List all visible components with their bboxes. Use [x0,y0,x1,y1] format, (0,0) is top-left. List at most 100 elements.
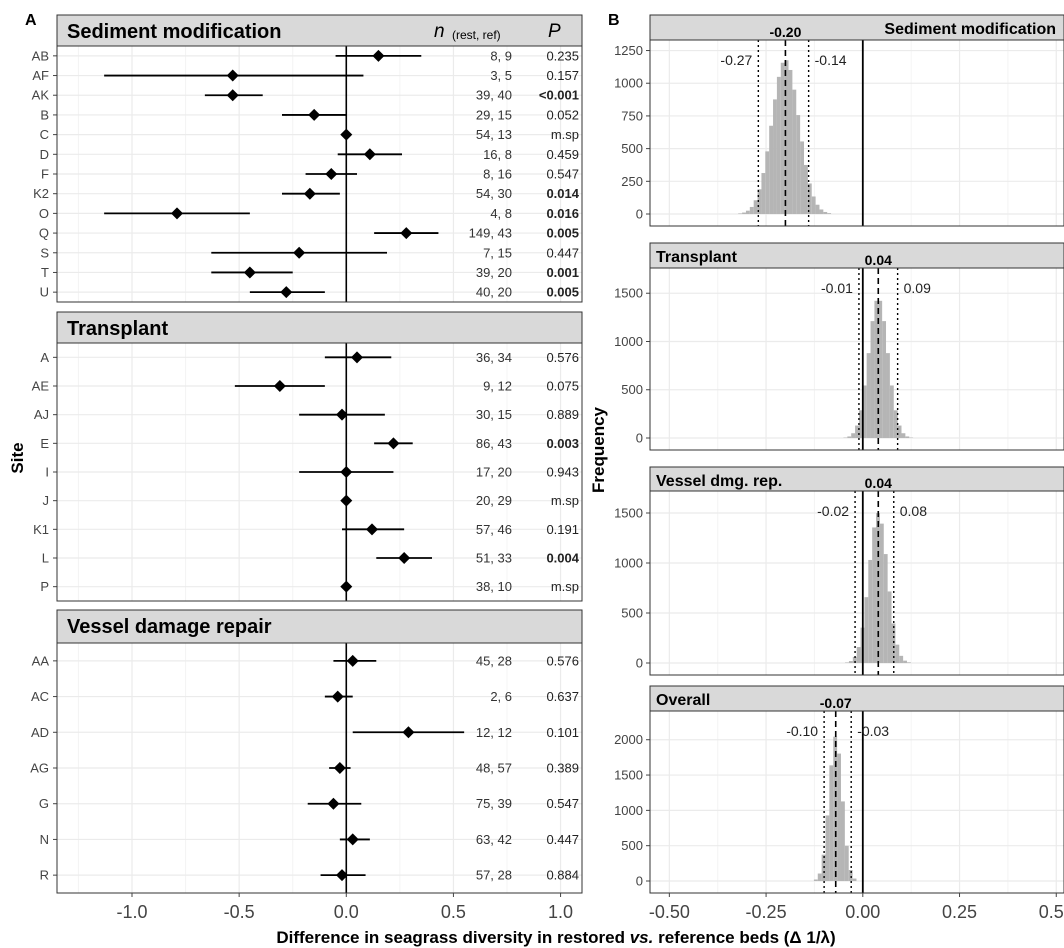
panel-a-ylabel: Site [8,442,27,473]
hist-bar [872,527,877,663]
n-value: 38, 10 [476,579,512,594]
hist-strip [649,14,1064,41]
hist-bar [765,151,770,214]
estimate-point [325,168,338,180]
hist-plot-area [650,40,1064,226]
n-value: 45, 28 [476,653,512,668]
n-value: 4, 8 [490,206,512,221]
x-tick-label: 0.00 [845,902,880,922]
estimate-point [351,351,363,364]
hist-bar [856,647,861,663]
p-value: 0.101 [546,725,579,740]
mean-label: 0.04 [865,252,892,268]
site-label: K2 [33,186,49,201]
n-value: 86, 43 [476,436,512,451]
y-tick-label: 1250 [614,43,643,58]
estimate-point [303,187,316,200]
n-value: 39, 20 [476,265,512,280]
estimate-point [331,690,344,703]
n-value: 20, 29 [476,493,512,508]
estimate-point [340,494,353,507]
y-tick-label: 1500 [614,506,643,521]
hist-plot-area [650,268,1064,450]
y-tick-label: 1500 [614,768,643,783]
x-tick-label: 0.0 [334,902,359,922]
site-label: T [41,265,49,280]
p-value: 0.003 [546,436,579,451]
estimate-point [226,89,239,102]
y-tick-label: 750 [621,108,643,123]
n-value: 48, 57 [476,761,512,776]
hist-bar [827,213,832,214]
mean-label: -0.20 [769,24,801,40]
p-value: 0.637 [546,689,579,704]
ci-low-label: -0.10 [786,723,818,739]
site-label: D [40,147,49,162]
x-tick-label: 0.25 [942,902,977,922]
panel-b-ylabel: Frequency [589,406,608,493]
n-value: 30, 15 [476,407,512,422]
site-label: AK [32,88,50,103]
p-value: 0.547 [546,796,579,811]
hist-bar [887,591,892,663]
p-value: <0.001 [539,88,579,103]
facet-2: Vessel damage repair AA 45, 28 0.576 AC 2, 6 0… [30,609,583,894]
estimate-point [273,380,286,392]
hist-bar [844,845,849,881]
hist-bar [845,662,849,663]
estimate-point [366,523,378,536]
hist-plot-area [650,711,1064,893]
hist-panel-2: Vessel dmg. rep. 0 500 1000 1500 0.04 -0.02 0.0… [614,466,1064,676]
facet-title: Sediment modification [67,21,281,43]
n-value: 8, 16 [483,167,512,182]
hist-bar [886,353,890,438]
hist-bar [897,425,902,438]
n-value: 8, 9 [490,48,512,63]
p-value: 0.075 [546,379,579,394]
facet-title: Transplant [67,318,168,340]
hist-border [649,267,1064,451]
facet-border [56,342,583,602]
n-value: 3, 5 [490,68,512,83]
site-label: AJ [34,407,49,422]
facet-0: Sediment modification n (rest, ref) P AB 8, 9… [32,14,583,303]
p-value: m.sp [551,493,579,508]
hist-border [649,39,1064,227]
p-value: 0.014 [546,186,579,201]
hist-bar [761,173,766,214]
y-tick-label: 250 [621,174,643,189]
site-label: G [39,796,49,811]
hist-bar [823,211,828,214]
facet-border [56,45,583,303]
p-value: 0.052 [546,107,579,122]
hist-bar [905,436,910,438]
p-value: 0.389 [546,761,579,776]
hist-bar [829,765,834,881]
x-tick-label: -0.25 [746,902,787,922]
hist-bar [882,321,887,438]
estimate-point [293,246,306,259]
n-header: n [434,21,445,42]
n-value: 2, 6 [490,689,512,704]
mean-label: 0.04 [865,475,892,491]
estimate-point [346,833,359,846]
hist-bar [893,410,898,438]
site-label: I [45,465,49,480]
y-tick-label: 1000 [614,76,643,91]
hist-bar [868,559,873,663]
site-label: N [40,832,49,847]
site-label: E [40,436,49,451]
site-label: AC [31,689,49,704]
p-value: 0.889 [546,407,579,422]
hist-bar [891,623,896,663]
n-value: 16, 8 [483,147,512,162]
n-value: 54, 13 [476,127,512,142]
facet-1: Transplant A 36, 34 0.576 AE 9, 12 0.075 AJ 30, … [32,311,583,602]
site-label: O [39,206,49,221]
hist-bar [753,200,758,214]
site-label: AF [32,68,49,83]
hist-bar [906,662,911,663]
y-tick-label: 1000 [614,803,643,818]
ci-low-label: -0.02 [817,503,849,519]
hist-bar [889,385,894,438]
